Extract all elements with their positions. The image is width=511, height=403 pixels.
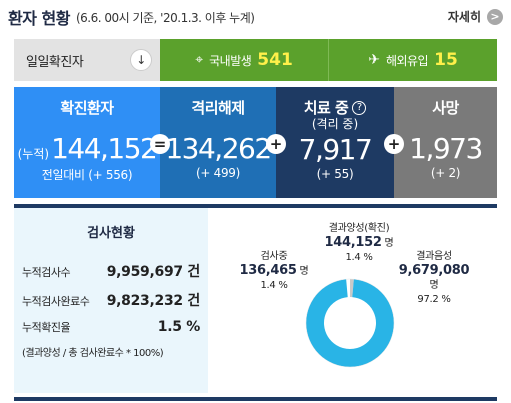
negative-slice — [306, 279, 394, 367]
daily-confirmed-label: 일일확진자 ↓ — [14, 39, 160, 81]
confirmed-prefix: (누적) — [17, 147, 50, 161]
daily-confirmed-bar: 일일확진자 ↓ ⌖ 국내발생 541 ✈ 해외유입 15 — [14, 39, 497, 81]
donut-outline — [305, 278, 395, 368]
header: 환자 현황 (6.6. 00시 기준, '20.1.3. 이후 누계) 자세히 … — [8, 0, 503, 34]
positive-value: 144,152 — [324, 235, 382, 250]
confirmed-delta: 전일대비 (+ 556) — [41, 168, 133, 182]
chevron-right-icon: > — [487, 8, 503, 25]
negative-label-group: 결과음성 9,679,080 명 97.2 % — [384, 250, 484, 307]
test-status-panel: 검사현황 누적검사수 9,959,697 건 누적검사완료수 9,823,232… — [14, 208, 208, 393]
deaths-title: 사망 — [432, 99, 459, 117]
test-result-donut: 결과양성(확진) 144,152 명 1.4 % 검사중 136,465 명 1… — [208, 208, 497, 393]
released-delta: (+ 499) — [195, 166, 241, 180]
arrow-down-icon[interactable]: ↓ — [130, 49, 152, 71]
plus-icon: + — [266, 134, 286, 154]
plus-icon: + — [384, 134, 404, 154]
test-row-value: 1.5 % — [157, 319, 201, 335]
deaths-delta: (+ 2) — [430, 166, 461, 180]
positive-label-group: 결과양성(확진) 144,152 명 1.4 % — [304, 222, 414, 265]
test-row: 누적검사수 9,959,697 건 — [22, 261, 200, 281]
released-box: 격리해제 134,262 (+ 499) — [160, 87, 276, 198]
location-pin-icon: ⌖ — [195, 52, 204, 68]
deaths-value: 1,973 — [409, 132, 483, 165]
negative-pct: 97.2 % — [417, 294, 451, 305]
domestic-cell: ⌖ 국내발생 541 — [160, 39, 328, 81]
treating-title: 치료 중 — [303, 99, 349, 117]
page-subtitle: (6.6. 00시 기준, '20.1.3. 이후 누계) — [75, 10, 255, 25]
confirmed-box: 확진환자 (누적) 144,152 전일대비 (+ 556) — [14, 87, 160, 198]
test-row-value: 9,959,697 건 — [106, 264, 201, 280]
test-row-label: 누적확진율 — [22, 321, 71, 334]
testing-unit: 명 — [299, 266, 309, 277]
test-row: 누적확진율 1.5 % — [22, 319, 200, 335]
test-heading: 검사현황 — [87, 226, 135, 241]
treating-subtitle: (격리 중) — [311, 117, 359, 131]
testing-value: 136,465 — [239, 263, 297, 278]
donut-chart — [305, 278, 395, 368]
domestic-value: 541 — [257, 50, 293, 70]
deaths-box: 사망 1,973 (+ 2) — [394, 87, 497, 198]
treating-box: 치료 중 ? (격리 중) 7,917 (+ 55) — [276, 87, 394, 198]
help-icon[interactable]: ? — [352, 100, 367, 115]
overseas-cell: ✈ 해외유입 15 — [328, 39, 497, 81]
test-note: (결과양성 / 총 검사완료수 * 100%) — [22, 348, 164, 359]
test-row-label: 누적검사수 — [22, 266, 71, 279]
daily-label-text: 일일확진자 — [26, 54, 84, 70]
treating-delta: (+ 55) — [316, 167, 354, 181]
positive-unit: 명 — [384, 238, 394, 249]
testing-label-group: 검사중 136,465 명 1.4 % — [232, 250, 316, 293]
more-link[interactable]: 자세히 > — [448, 8, 503, 25]
negative-value: 9,679,080 — [398, 263, 470, 278]
testing-label: 검사중 — [260, 251, 288, 262]
treating-value: 7,917 — [298, 133, 373, 166]
test-row-label: 누적검사완료수 — [22, 295, 90, 308]
released-title: 격리해제 — [191, 99, 245, 117]
testing-pct: 1.4 % — [260, 280, 288, 291]
overseas-value: 15 — [434, 50, 458, 70]
positive-label: 결과양성(확진) — [328, 223, 390, 234]
daily-values: ⌖ 국내발생 541 ✈ 해외유입 15 — [160, 39, 497, 81]
positive-pct: 1.4 % — [345, 252, 373, 263]
released-value: 134,262 — [165, 132, 272, 165]
bottom-divider — [14, 397, 497, 401]
section-divider — [14, 204, 497, 208]
domestic-label: 국내발생 — [209, 53, 252, 68]
page-title: 환자 현황 — [8, 9, 70, 28]
airplane-icon: ✈ — [368, 52, 380, 68]
test-row-value: 9,823,232 건 — [106, 293, 201, 309]
overseas-label: 해외유입 — [385, 53, 429, 68]
confirmed-title: 확진환자 — [60, 99, 114, 117]
more-label: 자세히 — [447, 10, 481, 24]
equals-icon: = — [150, 134, 170, 154]
negative-unit: 명 — [429, 280, 439, 291]
confirmed-value: 144,152 — [51, 132, 158, 165]
test-row: 누적검사완료수 9,823,232 건 — [22, 290, 200, 310]
negative-label: 결과음성 — [416, 251, 452, 262]
stat-boxes: 확진환자 (누적) 144,152 전일대비 (+ 556) 격리해제 134,… — [14, 87, 497, 198]
